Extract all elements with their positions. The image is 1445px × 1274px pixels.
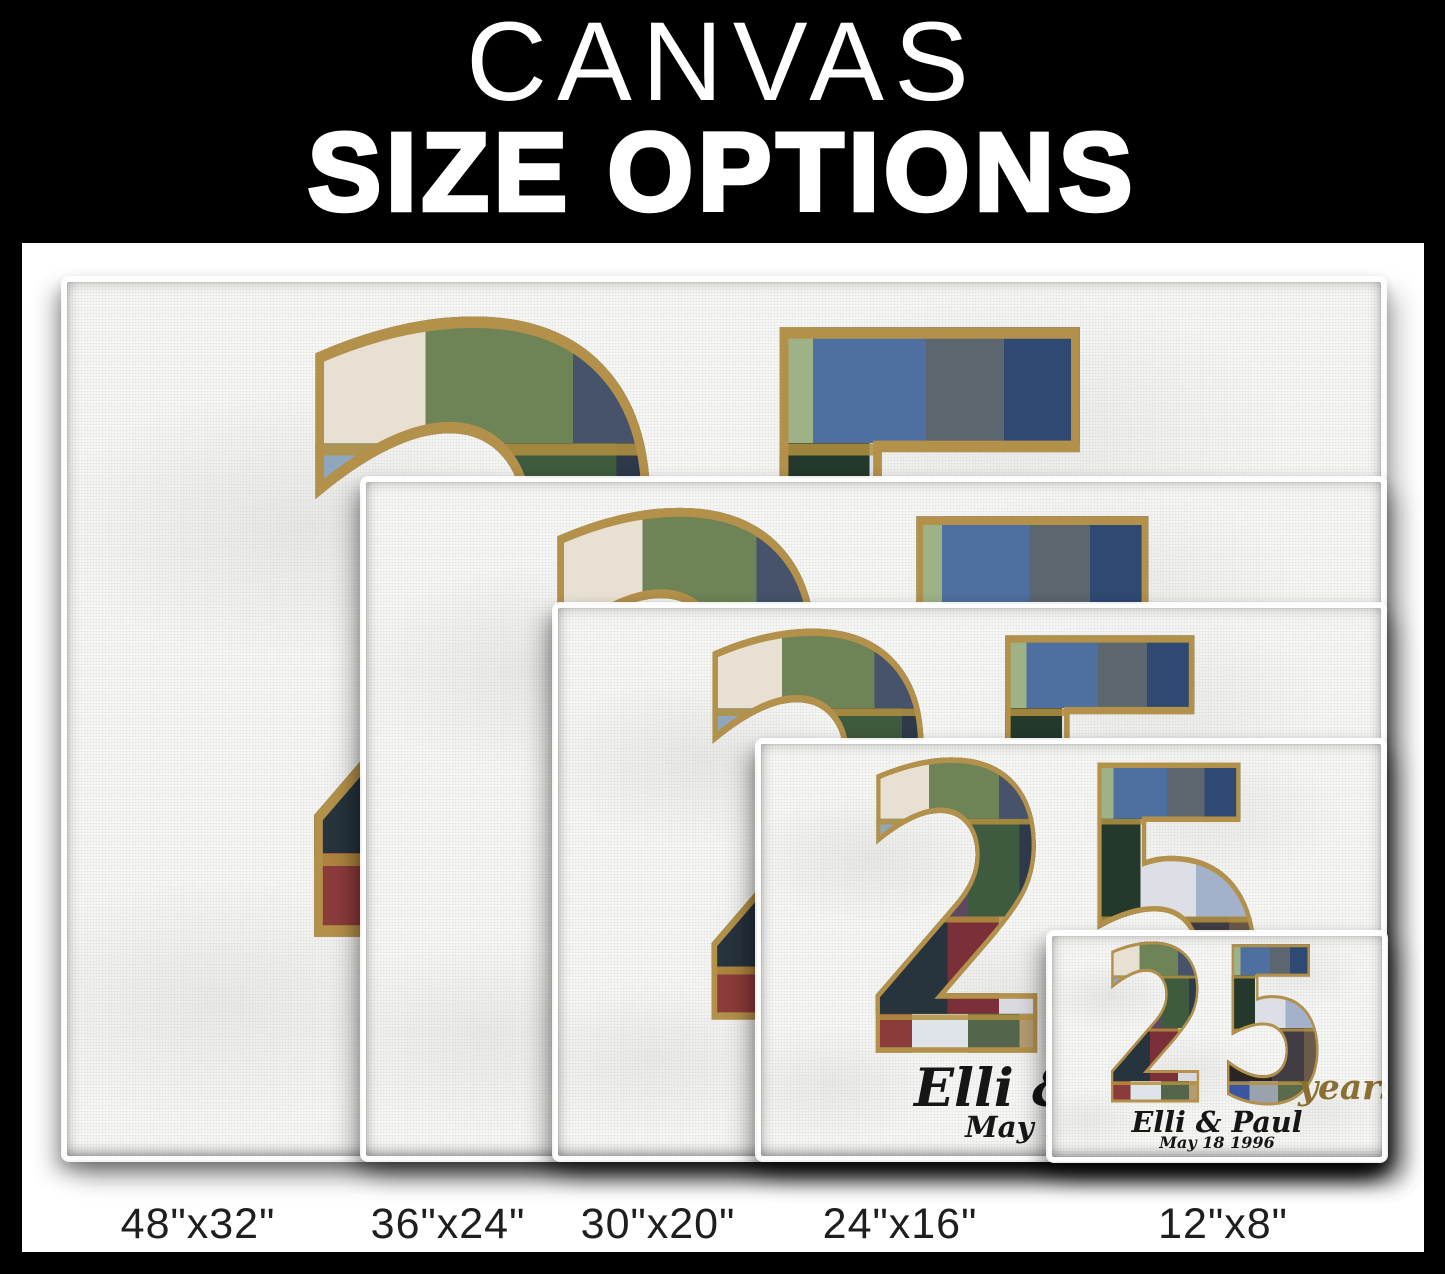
canvas-mockup-12x8: 2 5 years Elli & Paul May 18 1996 (1048, 932, 1386, 1161)
collage-digit-2: 2 (853, 740, 1063, 1113)
size-label-12x8: 12"x8" (1158, 1200, 1288, 1248)
anniversary-date-text: May 18 1996 (1159, 1132, 1275, 1152)
couple-names-text: Elli & Paul (1131, 1105, 1303, 1140)
collage-artwork-25: 2 5 years Elli & Paul May 18 1996 (1048, 932, 1386, 1161)
poster-title-canvas: CANVAS (466, 0, 979, 124)
size-label-24x16: 24"x16" (822, 1200, 978, 1248)
size-label-30x20: 30"x20" (580, 1200, 736, 1248)
collage-digit-2: 2 (1098, 932, 1213, 1136)
years-script-text: years (1298, 1067, 1386, 1108)
collage-digit-5: 5 (1214, 932, 1329, 1136)
size-label-48x32: 48"x32" (120, 1200, 276, 1248)
collage-number-25: 2 5 (1098, 932, 1329, 1136)
poster-title-size-options: SIZE OPTIONS (305, 111, 1138, 234)
size-label-36x24: 36"x24" (370, 1200, 526, 1248)
